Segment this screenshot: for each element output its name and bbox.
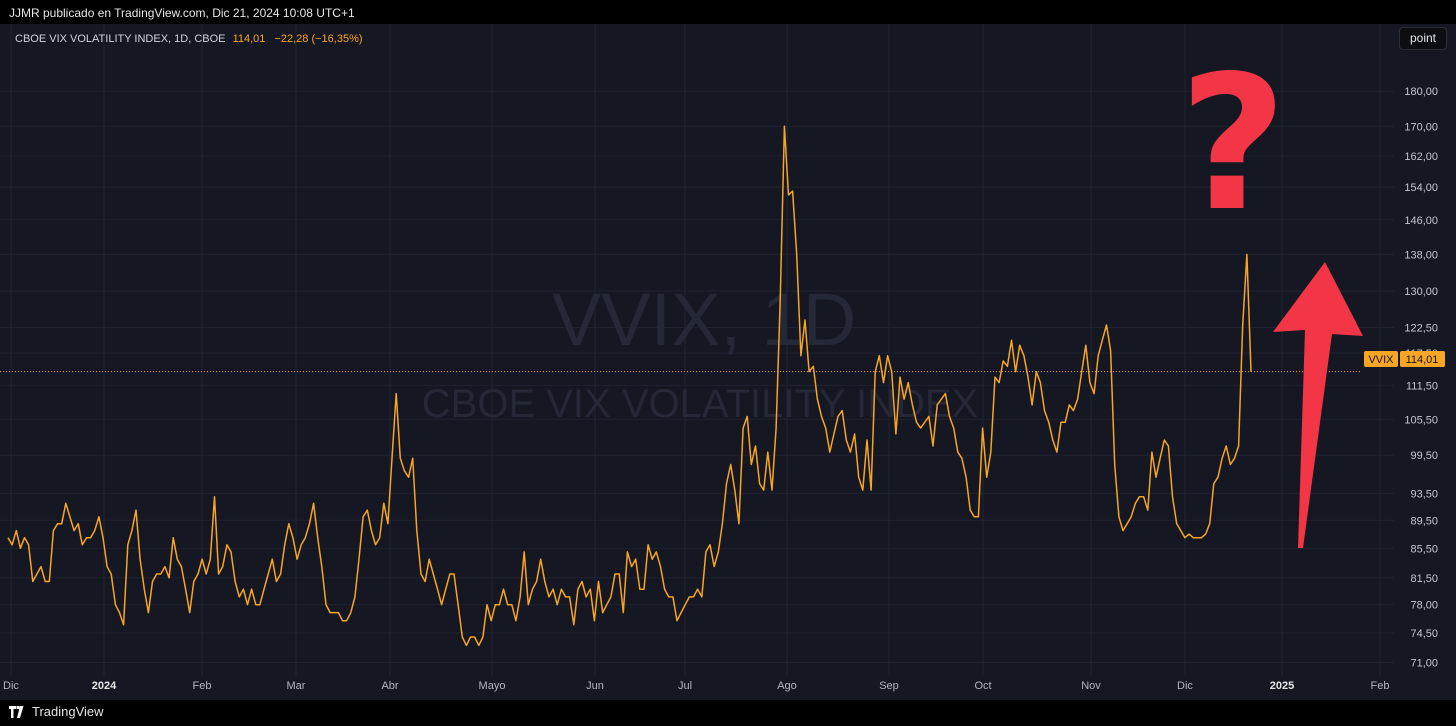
x-tick-label: Nov bbox=[1081, 680, 1101, 692]
tradingview-brand[interactable]: TradingView bbox=[9, 704, 104, 719]
question-mark-icon: ? bbox=[1179, 35, 1287, 252]
price-tag-symbol-bg bbox=[1364, 351, 1398, 367]
x-tick-label: Jul bbox=[678, 680, 692, 692]
x-tick-label: 2025 bbox=[1270, 680, 1294, 692]
series-line-vvix bbox=[7, 125, 1252, 647]
y-tick-label: 130,00 bbox=[1404, 286, 1438, 298]
legend-symbol: CBOE VIX VOLATILITY INDEX, 1D, CBOE bbox=[15, 33, 226, 45]
y-tick-label: 81,50 bbox=[1410, 573, 1438, 585]
y-tick-label: 162,00 bbox=[1404, 151, 1438, 163]
y-tick-label: 180,00 bbox=[1404, 86, 1438, 98]
published-text: JJMR publicado en TradingView.com, Dic 2… bbox=[9, 6, 355, 20]
x-tick-label: Abr bbox=[381, 680, 398, 692]
y-tick-label: 74,50 bbox=[1410, 628, 1438, 640]
watermark-name: CBOE VIX VOLATILITY INDEX bbox=[422, 382, 978, 426]
chart-legend: CBOE VIX VOLATILITY INDEX, 1D, CBOE 114,… bbox=[15, 33, 363, 45]
y-tick-label: 85,50 bbox=[1410, 543, 1438, 555]
y-tick-label: 99,50 bbox=[1410, 450, 1438, 462]
x-tick-label: Sep bbox=[879, 680, 899, 692]
chart-area[interactable] bbox=[0, 24, 1456, 700]
x-tick-label: Mayo bbox=[479, 680, 506, 692]
x-tick-label: Oct bbox=[974, 680, 991, 692]
grid-lines bbox=[0, 24, 1394, 676]
y-axis: 180,00 170,00 162,00 154,00 146,00 138,00 130,… bbox=[1404, 86, 1438, 669]
legend-change: −22,28 (−16,35%) bbox=[274, 33, 363, 45]
y-tick-label: 78,00 bbox=[1410, 600, 1438, 612]
x-tick-label: Mar bbox=[287, 680, 306, 692]
legend-value: 114,01 bbox=[232, 33, 266, 45]
tradingview-logo-icon bbox=[9, 705, 24, 718]
price-tag-value-bg bbox=[1400, 351, 1445, 367]
brand-name: TradingView bbox=[32, 704, 104, 719]
y-tick-label: 111,50 bbox=[1406, 380, 1438, 392]
y-tick-label: 93,50 bbox=[1410, 488, 1438, 500]
price-tag-value: 114,01 bbox=[1406, 354, 1439, 366]
y-tick-label: 105,50 bbox=[1404, 414, 1438, 426]
publish-header: JJMR publicado en TradingView.com, Dic 2… bbox=[0, 0, 1456, 24]
x-tick-label: Dic bbox=[1177, 680, 1193, 692]
price-tag-symbol: VVIX bbox=[1368, 354, 1394, 366]
x-tick-label: Feb bbox=[1371, 680, 1390, 692]
question-mark-glyph: ? bbox=[1179, 35, 1287, 252]
scale-mode-button[interactable]: point bbox=[1399, 27, 1447, 50]
x-tick-label: Jun bbox=[586, 680, 604, 692]
y-tick-label: 122,50 bbox=[1404, 323, 1438, 335]
footer-bar: TradingView bbox=[0, 700, 1456, 726]
x-tick-label: Feb bbox=[193, 680, 212, 692]
x-tick-label: Ago bbox=[777, 680, 797, 692]
y-tick-label: 71,00 bbox=[1410, 657, 1438, 669]
y-tick-label: 154,00 bbox=[1404, 182, 1438, 194]
y-tick-label: 170,00 bbox=[1404, 121, 1438, 133]
y-tick-label: 89,50 bbox=[1410, 515, 1438, 527]
x-tick-label: 2024 bbox=[92, 680, 117, 692]
y-tick-label: 146,00 bbox=[1404, 215, 1438, 227]
x-tick-label: Dic bbox=[3, 680, 19, 692]
y-tick-label: 138,00 bbox=[1404, 249, 1438, 261]
price-tag: VVIX 114,01 bbox=[1364, 351, 1445, 367]
x-axis: Dic 2024 Feb Mar Abr Mayo Jun Jul Ago Sep Oct Nov Di… bbox=[3, 680, 1389, 692]
up-arrow-icon bbox=[1273, 262, 1363, 548]
watermark-symbol: VVIX, 1D bbox=[552, 278, 856, 361]
vvix-chart[interactable]: VVIX, 1D CBOE VIX VOLATILITY INDEX 180,0… bbox=[0, 0, 1456, 700]
